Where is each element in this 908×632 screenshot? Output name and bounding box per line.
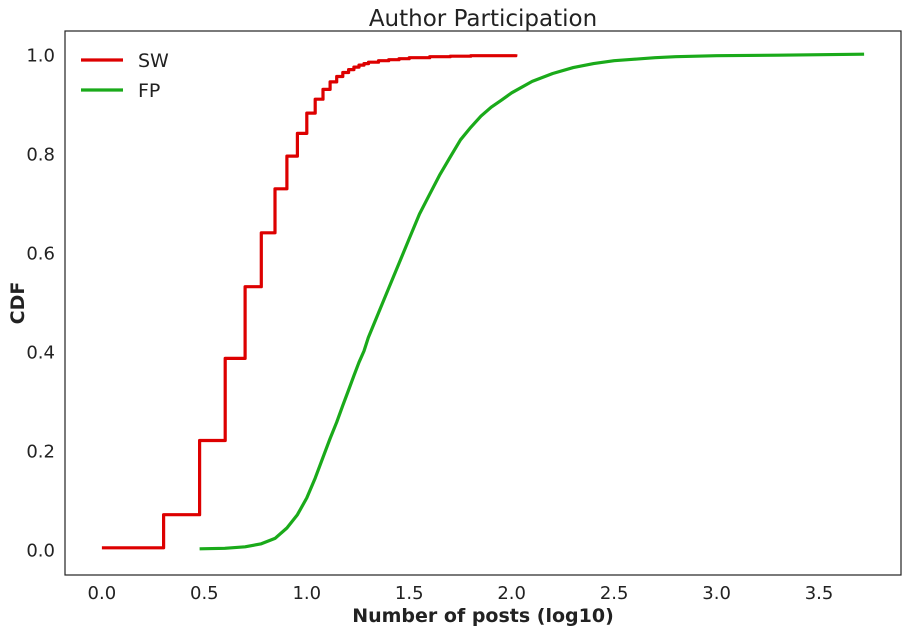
x-axis-label: Number of posts (log10) [352,605,614,627]
x-tick-label: 3.0 [702,583,731,604]
y-axis-label: CDF [7,282,29,325]
chart-title: Author Participation [369,6,597,32]
y-tick-label: 0.2 [26,441,55,462]
y-tick-label: 0.6 [26,244,55,265]
y-tick-label: 0.4 [26,342,55,363]
y-tick-label: 0.8 [26,145,55,166]
legend-label-fp: FP [138,80,160,102]
legend-label-sw: SW [138,50,169,72]
series-layer [101,52,865,551]
series-line-fp [199,52,865,551]
plot-frame [64,30,902,576]
x-tick-label: 1.5 [395,583,424,604]
y-axis-ticks: 0.0 0.2 0.4 0.6 0.8 1.0 [26,46,55,562]
x-tick-label: 0.5 [190,583,219,604]
x-tick-label: 1.0 [292,583,321,604]
series-line-sw [101,54,518,550]
legend: SW FP [81,50,169,102]
y-tick-label: 0.0 [26,540,55,561]
x-tick-label: 2.5 [600,583,629,604]
y-tick-label: 1.0 [26,46,55,67]
x-tick-label: 0.0 [88,583,117,604]
x-axis-ticks: 0.0 0.5 1.0 1.5 2.0 2.5 3.0 3.5 [88,583,834,604]
x-tick-label: 2.0 [497,583,526,604]
x-tick-label: 3.5 [805,583,834,604]
